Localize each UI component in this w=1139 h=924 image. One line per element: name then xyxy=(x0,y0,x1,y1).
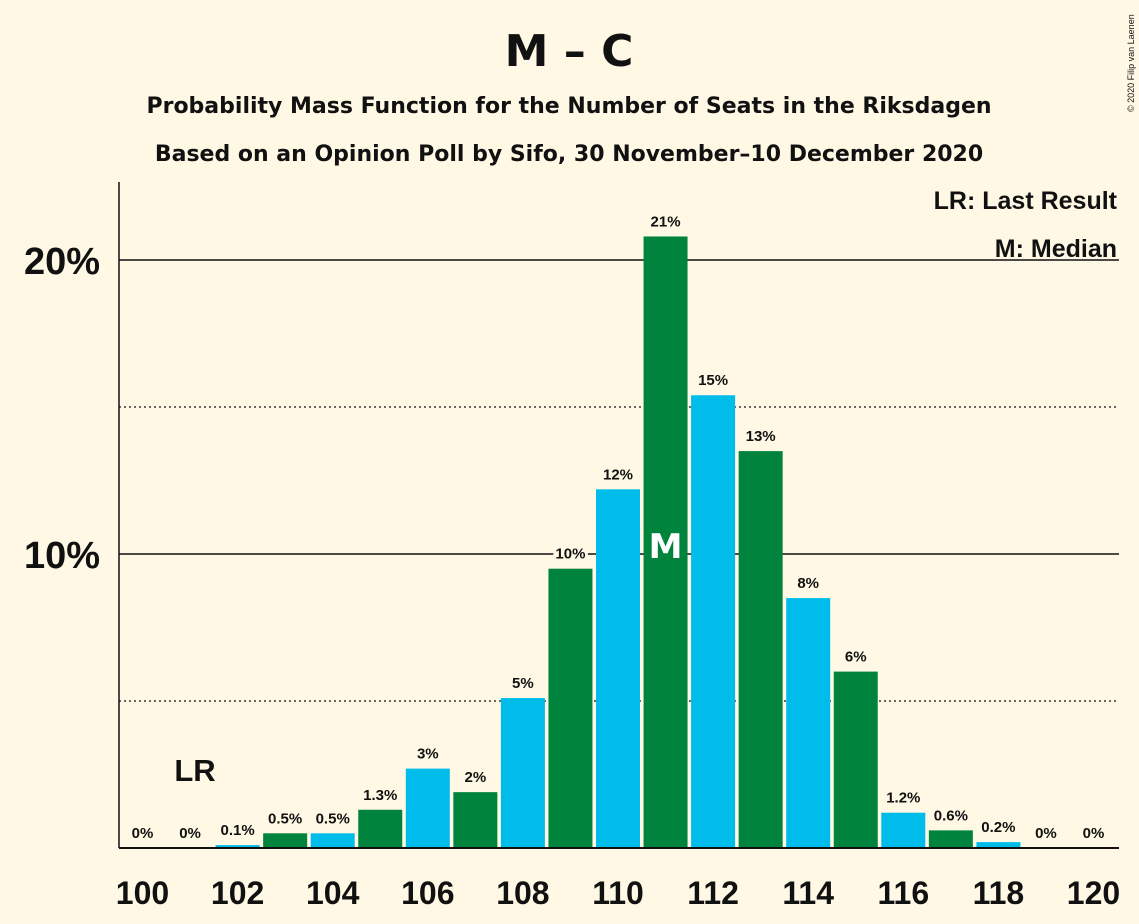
bar-105 xyxy=(358,809,403,848)
data-label-117: 0.6% xyxy=(934,807,968,824)
legend-last-result: LR: Last Result xyxy=(934,187,1118,215)
data-label-114: 8% xyxy=(797,575,819,592)
data-label-112: 15% xyxy=(698,372,728,389)
median-marker: M xyxy=(649,527,683,567)
data-label-119: 0% xyxy=(1035,825,1057,842)
x-tick-label: 110 xyxy=(592,875,644,911)
y-tick-label: 10% xyxy=(24,535,100,577)
data-label-106: 3% xyxy=(417,746,439,763)
bar-113 xyxy=(738,451,783,848)
x-tick-label: 108 xyxy=(496,875,549,911)
bar-109 xyxy=(548,568,593,848)
bar-111 xyxy=(643,236,688,849)
x-tick-label: 112 xyxy=(687,875,739,911)
x-tick-label: 104 xyxy=(306,875,360,911)
x-tick-label: 100 xyxy=(116,875,169,911)
bar-107 xyxy=(453,792,498,848)
bar-104 xyxy=(310,833,355,848)
data-label-100: 0% xyxy=(132,825,154,842)
data-label-113: 13% xyxy=(746,428,776,445)
bar-110 xyxy=(596,489,640,848)
bar-114 xyxy=(786,598,831,848)
x-tick-label: 102 xyxy=(211,875,264,911)
x-tick-label: 120 xyxy=(1067,875,1120,911)
bar-112 xyxy=(691,395,736,848)
data-label-118: 0.2% xyxy=(981,819,1015,836)
last-result-marker: LR xyxy=(174,753,215,788)
data-label-101: 0% xyxy=(179,825,201,842)
legend-median: M: Median xyxy=(995,235,1117,263)
data-label-102: 0.1% xyxy=(220,822,254,839)
data-label-115: 6% xyxy=(845,649,867,666)
x-tick-label: 106 xyxy=(401,875,454,911)
data-label-111: 21% xyxy=(651,213,681,230)
data-label-104: 0.5% xyxy=(316,810,350,827)
copyright-credit: © 2020 Filip van Laenen xyxy=(1126,14,1136,112)
chart-subtitle-2: Based on an Opinion Poll by Sifo, 30 Nov… xyxy=(155,142,983,167)
data-label-107: 2% xyxy=(465,769,487,786)
bar-115 xyxy=(833,671,878,848)
x-axis: 100 102 104 106 108 110 112 114 116 118 120 xyxy=(116,847,1120,911)
data-labels: 0% 0% 0.1% 0.5% 0.5% 1.3% 3% 2% 5% 10% 12% 21% 15% 13… xyxy=(129,210,1108,845)
bar-108 xyxy=(500,698,545,848)
bars xyxy=(215,236,1021,849)
y-tick-label: 20% xyxy=(24,241,100,283)
chart-title: M – C xyxy=(505,26,634,77)
bar-106 xyxy=(405,768,450,848)
data-label-103: 0.5% xyxy=(268,810,302,827)
data-label-105: 1.3% xyxy=(363,787,397,804)
bar-117 xyxy=(928,830,973,848)
data-label-116: 1.2% xyxy=(886,790,920,807)
bar-116 xyxy=(881,812,926,848)
data-label-108: 5% xyxy=(512,675,534,692)
y-axis: 10% 20% xyxy=(24,182,120,848)
x-tick-label: 118 xyxy=(973,875,1025,911)
bar-102 xyxy=(215,845,260,848)
x-tick-label: 114 xyxy=(782,875,834,911)
x-tick-label: 116 xyxy=(877,875,929,911)
bar-103 xyxy=(263,833,308,848)
bar-118 xyxy=(976,842,1021,848)
data-label-120: 0% xyxy=(1083,825,1105,842)
chart-subtitle-1: Probability Mass Function for the Number… xyxy=(146,94,991,119)
data-label-110: 12% xyxy=(603,466,633,483)
data-label-109: 10% xyxy=(555,546,585,563)
markers: LR M xyxy=(174,527,682,788)
